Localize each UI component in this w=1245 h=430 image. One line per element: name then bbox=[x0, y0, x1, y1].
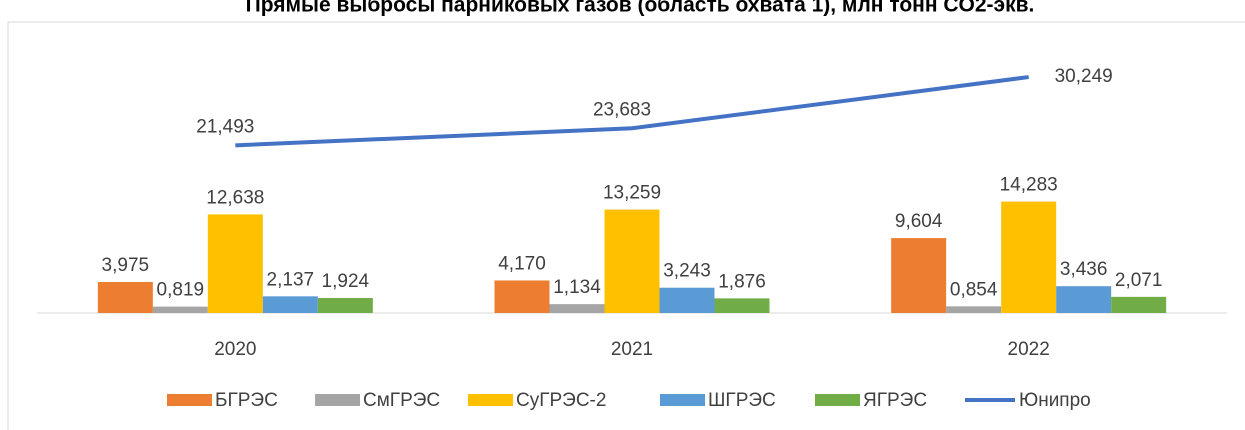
bar bbox=[494, 280, 550, 313]
data-label: 12,638 bbox=[206, 187, 264, 208]
bar bbox=[714, 298, 770, 313]
x-tick-label: 2021 bbox=[611, 339, 653, 360]
bar bbox=[1001, 201, 1057, 313]
data-label: 23,683 bbox=[593, 99, 651, 120]
bar bbox=[891, 238, 947, 313]
legend-swatch bbox=[468, 394, 513, 406]
bar bbox=[207, 214, 263, 313]
legend-label: СуГРЭС-2 bbox=[516, 390, 606, 411]
data-label: 30,249 bbox=[1055, 66, 1113, 87]
bar bbox=[659, 287, 715, 313]
data-label: 3,975 bbox=[102, 255, 150, 276]
data-label: 1,134 bbox=[553, 277, 601, 298]
data-label: 3,436 bbox=[1060, 259, 1108, 280]
chart-title: Прямые выбросы парниковых газов (область… bbox=[246, 0, 1035, 17]
legend-swatch bbox=[660, 394, 705, 406]
data-label: 14,283 bbox=[1000, 175, 1058, 196]
bar bbox=[549, 304, 605, 313]
data-label: 21,493 bbox=[196, 116, 254, 137]
bar bbox=[317, 297, 373, 313]
legend-swatch bbox=[815, 394, 860, 406]
data-label: 9,604 bbox=[895, 211, 943, 232]
data-label: 13,259 bbox=[603, 183, 661, 204]
legend-label: ЯГРЭС bbox=[863, 390, 927, 411]
data-label: 2,071 bbox=[1115, 270, 1163, 291]
data-label: 1,924 bbox=[322, 271, 370, 292]
legend-label: Юнипро bbox=[1019, 390, 1091, 411]
data-label: 4,170 bbox=[498, 253, 546, 274]
bar bbox=[1111, 296, 1167, 313]
x-tick-label: 2020 bbox=[214, 339, 256, 360]
data-label: 3,243 bbox=[663, 261, 711, 282]
bar bbox=[946, 306, 1002, 313]
bar bbox=[604, 209, 660, 313]
legend-label: СмГРЭС bbox=[363, 390, 440, 411]
x-tick-label: 2022 bbox=[1008, 339, 1050, 360]
bar bbox=[262, 296, 318, 313]
data-label: 0,819 bbox=[157, 280, 205, 301]
data-label: 1,876 bbox=[718, 271, 766, 292]
bar bbox=[1056, 286, 1112, 313]
bar bbox=[152, 306, 208, 313]
bar bbox=[97, 281, 153, 313]
chart-frame bbox=[7, 21, 1245, 430]
legend-swatch bbox=[167, 394, 212, 406]
legend-label: ШГРЭС bbox=[708, 390, 776, 411]
legend-label: БГРЭС bbox=[215, 390, 278, 411]
legend-swatch bbox=[315, 394, 360, 406]
line bbox=[235, 75, 1029, 148]
data-label: 2,137 bbox=[267, 269, 315, 290]
data-label: 0,854 bbox=[950, 279, 998, 300]
